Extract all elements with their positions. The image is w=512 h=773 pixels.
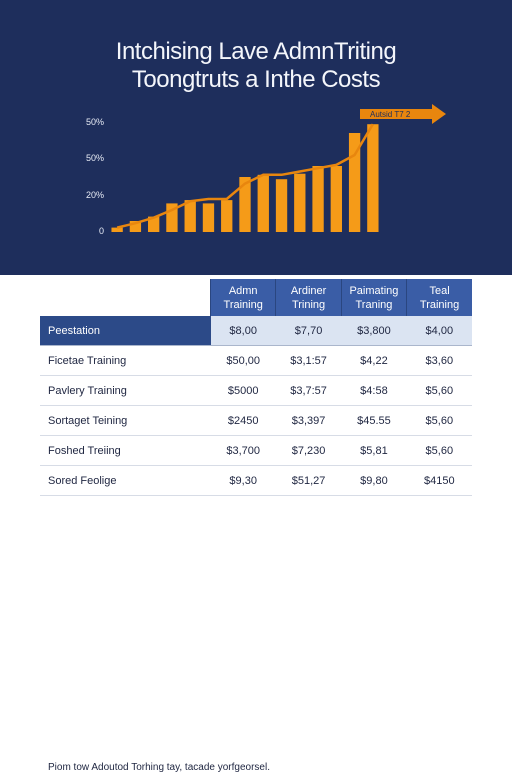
footnote: Piom tow Adoutod Torhing tay, tacade yor… [48,762,270,773]
table-cell: $4,22 [341,345,407,376]
row-label: Sortaget Teining [40,405,211,436]
column-header-line: Ardiner [290,284,327,297]
table-cell: $4150 [406,465,472,496]
table-row: Foshed Treiing $3,700 $7,230 $5,81 $5,60 [40,435,472,466]
chart-bar [202,203,215,232]
table-cell: $3,7:57 [275,375,342,406]
table-cell: $3,1:57 [275,345,342,376]
column-header: Teal Training [406,279,472,316]
table-row: Sortaget Teining $2450 $3,397 $45.55 $5,… [40,405,472,436]
table-cell: $8,00 [210,316,276,346]
chart-bar [129,221,142,232]
table-cell: $7,70 [275,316,342,346]
table-cell: $5000 [210,375,276,406]
row-label: Foshed Treiing [40,435,211,466]
chart-bar [166,203,178,232]
column-header: Ardiner Trining [275,279,342,316]
column-header-line: Paimating [349,284,399,297]
column-header-line: Training [419,298,460,311]
column-header-line: Training [223,298,263,311]
chart-bar [148,216,160,232]
chart-bar [348,133,361,232]
column-header-line: Admn [228,284,258,297]
column-header: Paimating Traning [340,279,407,316]
table-cell: $9,30 [210,465,276,496]
table-cell: $9,80 [341,465,407,496]
table-panel: Admn Training Ardiner Trining Paimating Tra… [0,275,512,773]
y-tick-label: 20% [85,190,104,200]
table-cell: $4:58 [341,375,407,406]
chart-bar [184,200,196,232]
y-tick-label: 50% [85,117,104,127]
column-header-line: Teal [429,284,450,297]
table-corner [40,279,211,316]
table-row: Sored Feolige $9,30 $51,27 $9,80 $4150 [40,465,472,496]
table-row: Pavlery Training $5000 $3,7:57 $4:58 $5,… [40,375,472,406]
column-header-line: Traning [355,298,393,311]
table-cell: $50,00 [210,345,276,376]
chart-subtitle: Toongtruts a Inthe Costs [131,66,381,93]
chart-bar [239,177,251,232]
cost-table: Admn Training Ardiner Trining Paimating Tra… [40,279,472,496]
table-cell: $5,60 [406,435,472,466]
chart-bar [221,200,233,232]
callout-arrow-icon [360,104,446,124]
callout-label: Autsid T7 2 [370,110,411,119]
table-cell: $2450 [210,405,276,436]
row-label: Sored Feolige [40,465,211,496]
chart-panel: Intchising Lave AdmnTriting Toongtruts a… [0,0,512,275]
bar-chart [111,104,446,232]
column-header: Admn Training [209,279,276,316]
table-cell: $3,397 [275,405,342,436]
chart-bar [257,174,269,232]
table-cell: $5,60 [406,375,472,406]
table-cell: $5,81 [341,435,407,466]
chart-bar [111,227,123,232]
table-cell: $3,800 [341,316,407,346]
table-row: Ficetae Training $50,00 $3,1:57 $4,22 $3… [40,345,472,376]
chart-bar [312,166,324,232]
table-header-row: Admn Training Ardiner Trining Paimating Tra… [40,279,472,316]
row-label: Peestation [40,316,211,346]
chart-title: Intchising Lave AdmnTriting [115,38,397,65]
chart-bar [367,124,379,232]
table-cell: $51,27 [275,465,342,496]
table-cell: $3,700 [210,435,276,466]
chart-bar [330,166,342,232]
chart-bar [275,179,288,232]
chart-bar [294,173,306,232]
table-cell: $3,60 [406,345,472,376]
y-tick-label: 50% [85,153,104,163]
table-row: Peestation $8,00 $7,70 $3,800 $4,00 [40,316,472,346]
row-label: Ficetae Training [40,345,211,376]
table-cell: $45.55 [341,405,407,436]
row-label: Pavlery Training [40,375,211,406]
table-cell: $7,230 [275,435,342,466]
y-tick-label: 0 [98,226,104,236]
table-cell: $5,60 [406,405,472,436]
table-cell: $4,00 [406,316,472,346]
trend-line [116,123,374,229]
column-header-line: Trining [291,298,326,311]
